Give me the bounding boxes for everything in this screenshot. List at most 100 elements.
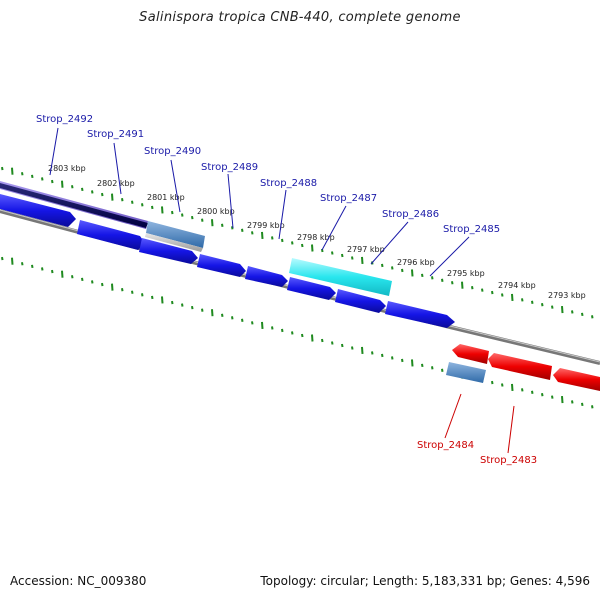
forward-gene-labels: Strop_2492 Strop_2491 Strop_2490 Strop_2… [36,114,500,235]
forward-strand-genes [0,181,455,328]
ruler-minor-tick [541,393,544,397]
ruler-minor-tick [581,312,584,317]
gene-label-strop-2483[interactable]: Strop_2483 [480,455,537,466]
outer-ruler-ticks [1,166,594,319]
gene-arrow-strop-2488[interactable] [245,266,288,287]
gene-arrow-strop-2489[interactable] [197,254,246,277]
ruler-minor-tick [271,236,274,240]
gene-arrow-strop-2487[interactable] [287,277,336,300]
gene-arrow-strop-2486[interactable] [335,289,386,313]
gene-label-strop-2490[interactable]: Strop_2490 [144,146,201,157]
ruler-minor-tick [41,177,44,181]
leader-line [227,173,234,229]
ruler-minor-tick [401,358,404,363]
ruler-minor-tick [171,210,174,215]
gene-label-strop-2487[interactable]: Strop_2487 [320,193,377,204]
feature-cyan-highlight[interactable] [289,258,392,296]
ruler-minor-tick [351,346,354,350]
leader-line [321,205,347,251]
ruler-minor-tick [131,200,134,204]
ruler-minor-tick [541,303,544,307]
feature-grey[interactable] [145,233,203,252]
ruler-minor-tick [301,333,304,338]
ruler-major-tick [561,305,564,314]
ruler-minor-tick [291,331,294,335]
ruler-major-tick [261,321,264,329]
forward-label-leaders [49,127,470,277]
ruler-minor-tick [431,276,434,280]
leader-line [113,142,122,195]
gene-arrow-strop-2485[interactable] [385,301,455,328]
ruler-minor-tick [31,174,34,179]
ruler-minor-tick [201,308,204,312]
ruler-minor-tick [131,290,134,294]
gene-arrow-strop-2491[interactable] [77,220,145,250]
ruler-minor-tick [121,288,124,292]
scale-label: 2798 kbp [297,233,335,242]
feature-steelblue[interactable] [146,221,205,248]
ruler-minor-tick [201,218,204,222]
ruler-minor-tick [41,267,44,271]
ruler-minor-tick [571,400,574,404]
gene-label-strop-2485[interactable]: Strop_2485 [443,224,500,235]
ruler-minor-tick [221,223,224,227]
gene-label-strop-2486[interactable]: Strop_2486 [382,209,439,220]
leader-line [49,127,59,176]
ruler-minor-tick [501,293,504,297]
ruler-minor-tick [191,215,194,220]
ruler-major-tick [211,219,214,227]
ruler-major-tick [461,281,464,289]
ruler-major-tick [361,346,364,355]
scale-label: 2800 kbp [197,207,235,216]
ruler-minor-tick [141,293,144,297]
ruler-minor-tick [1,166,4,171]
gene-arrow-strop-2490[interactable] [139,238,198,264]
feature-navy[interactable] [0,183,148,228]
ruler-minor-tick [281,328,284,333]
ruler-major-tick [311,334,314,342]
genome-title: Salinispora tropica CNB-440, complete ge… [139,10,461,25]
gene-label-strop-2488[interactable]: Strop_2488 [260,178,317,189]
gene-arrow-strop-2483[interactable] [488,353,552,380]
ruler-minor-tick [21,172,24,176]
ruler-minor-tick [181,213,184,217]
ruler-minor-tick [121,198,124,202]
ruler-major-tick [211,309,214,317]
ruler-major-tick [561,395,564,404]
gene-arrow-red-small[interactable] [452,344,489,364]
ruler-minor-tick [151,205,154,210]
ruler-minor-tick [391,266,394,270]
ruler-minor-tick [1,256,4,261]
ruler-minor-tick [491,290,494,295]
ruler-minor-tick [381,263,384,268]
ruler-minor-tick [321,338,324,343]
gene-label-strop-2484[interactable]: Strop_2484 [417,440,474,451]
scale-label: 2793 kbp [548,291,586,300]
ruler-minor-tick [71,275,74,279]
ruler-major-tick [161,296,164,304]
gene-label-strop-2492[interactable]: Strop_2492 [36,114,93,125]
genome-summary-text: Topology: circular; Length: 5,183,331 bp… [260,574,590,588]
ruler-minor-tick [231,226,234,230]
leader-line [278,189,287,240]
ruler-minor-tick [151,295,154,300]
ruler-minor-tick [51,269,54,274]
ruler-minor-tick [331,341,334,345]
gene-label-strop-2489[interactable]: Strop_2489 [201,162,258,173]
gene-arrow-red-right[interactable] [553,368,600,391]
gene-arrow-strop-2492[interactable] [0,194,76,227]
ruler-minor-tick [171,300,174,305]
ruler-major-tick [111,283,114,291]
ruler-minor-tick [31,264,34,269]
ruler-minor-tick [91,190,94,194]
ruler-minor-tick [421,363,424,368]
leader-line [507,405,515,454]
scale-label: 2794 kbp [498,281,536,290]
ruler-minor-tick [381,353,384,358]
ruler-minor-tick [71,185,74,189]
ruler-minor-tick [391,356,394,360]
gene-strop-2484[interactable] [446,362,486,383]
ruler-minor-tick [531,300,534,304]
gene-label-strop-2491[interactable]: Strop_2491 [87,129,144,140]
